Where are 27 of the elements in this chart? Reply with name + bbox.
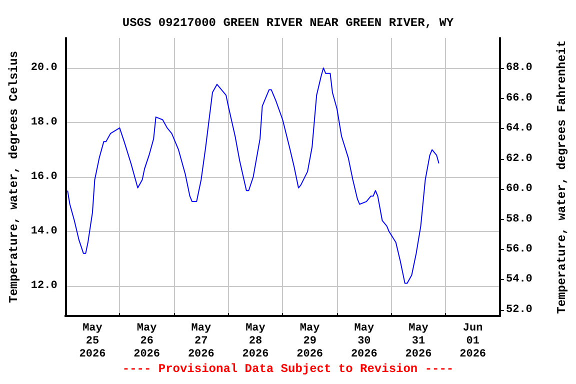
x-tick-label: May 30 2026 xyxy=(350,322,378,360)
y2-axis-title: Temperature, water, degrees Fahrenheit xyxy=(555,40,569,314)
y2-tick-label: 66.0 xyxy=(506,92,532,104)
y-tick-label: 20.0 xyxy=(30,62,58,74)
x-tick-label: May 25 2026 xyxy=(79,322,106,360)
y2-tick-label: 64.0 xyxy=(506,122,532,135)
text: ---- Provisional Data Subject to Revision ---- xyxy=(122,362,454,376)
y2-tick-label: 54.0 xyxy=(506,274,532,286)
y-axis-title: Temperature, water, degrees Celsius xyxy=(7,50,21,304)
y2-tick-label: 68.0 xyxy=(506,62,532,74)
y-tick-label: 14.0 xyxy=(30,226,58,238)
y2-tick-label: 60.0 xyxy=(506,183,532,196)
x-tick-label: Jun 01 2026 xyxy=(460,322,486,360)
line-series xyxy=(67,67,440,284)
x-tick-label: May 27 2026 xyxy=(188,322,214,360)
chart-title: USGS 09217000 GREEN RIVER NEAR GREEN RIVER, WY xyxy=(122,16,454,30)
y2-tick-label: 52.0 xyxy=(506,304,532,316)
y2-tick-label: 58.0 xyxy=(506,213,532,226)
x-tick-label: May 29 2026 xyxy=(296,322,324,360)
y2-tick-label: 62.0 xyxy=(506,152,532,165)
y-tick-label: 16.0 xyxy=(30,171,58,183)
x-tick-label: May 28 2026 xyxy=(242,322,269,360)
y2-tick-label: 56.0 xyxy=(506,244,532,256)
x-tick-label: May 26 2026 xyxy=(134,322,160,360)
y-tick-label: 18.0 xyxy=(30,116,58,128)
x-tick-label: May 31 2026 xyxy=(405,322,432,360)
y-tick-label: 12.0 xyxy=(30,280,58,292)
